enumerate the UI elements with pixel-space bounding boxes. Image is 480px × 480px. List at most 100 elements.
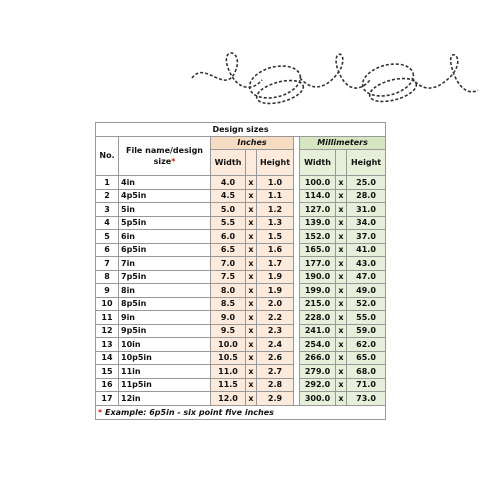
times: x <box>245 269 257 284</box>
mm-height: 59.0 <box>345 323 387 338</box>
table-row: 6 6p5in 6.5 x 1.6 165.0 x 41.0 <box>95 242 387 257</box>
inch-height: 1.3 <box>256 215 294 230</box>
row-number: 16 <box>95 377 119 392</box>
mm-height: 47.0 <box>345 269 387 284</box>
mm-width: 228.0 <box>299 310 336 325</box>
row-number: 3 <box>95 202 119 217</box>
header-x <box>335 149 347 176</box>
inch-width: 10.0 <box>210 337 246 352</box>
file-name: 7in <box>118 256 211 271</box>
times: x <box>335 215 347 230</box>
mm-height: 73.0 <box>345 391 387 406</box>
file-name: 12in <box>118 391 211 406</box>
table-row: * Example: 6p5in - six point five inches <box>94 404 387 420</box>
times: x <box>335 269 347 284</box>
table-title: Design sizes <box>94 122 387 137</box>
mm-height: 65.0 <box>345 350 387 365</box>
mm-height: 71.0 <box>345 377 387 392</box>
mm-height: 37.0 <box>345 229 387 244</box>
inch-width: 4.5 <box>210 188 246 203</box>
times: x <box>335 229 347 244</box>
inch-height: 1.2 <box>256 202 294 217</box>
file-name: 8in <box>118 283 211 298</box>
row-number: 17 <box>95 391 119 406</box>
inch-height: 1.9 <box>256 269 294 284</box>
inch-height: 1.1 <box>256 188 294 203</box>
table-row: 16 11p5in 11.5 x 2.8 292.0 x 71.0 <box>95 377 387 392</box>
row-number: 1 <box>95 175 119 190</box>
file-name: 5p5in <box>118 215 211 230</box>
times: x <box>245 337 257 352</box>
times: x <box>245 215 257 230</box>
inch-width: 9.0 <box>210 310 246 325</box>
times: x <box>245 296 257 311</box>
inch-height: 2.7 <box>256 364 294 379</box>
mm-height: 43.0 <box>345 256 387 271</box>
times: x <box>245 188 257 203</box>
table-row: No. File name/design size* Inches Millimete… <box>95 135 387 176</box>
mm-height: 49.0 <box>345 283 387 298</box>
header-height: Height <box>256 149 294 176</box>
row-number: 4 <box>95 215 119 230</box>
times: x <box>245 242 257 257</box>
row-number: 2 <box>95 188 119 203</box>
table-row: 5 6in 6.0 x 1.5 152.0 x 37.0 <box>95 229 387 244</box>
table-row: 8 7p5in 7.5 x 1.9 190.0 x 47.0 <box>95 269 387 284</box>
mm-height: 68.0 <box>345 364 387 379</box>
row-number: 10 <box>95 296 119 311</box>
times: x <box>335 175 347 190</box>
table-row: 14 10p5in 10.5 x 2.6 266.0 x 65.0 <box>95 350 387 365</box>
table-row: 15 11in 11.0 x 2.7 279.0 x 68.0 <box>95 364 387 379</box>
times: x <box>335 391 347 406</box>
mm-width: 127.0 <box>299 202 336 217</box>
mm-width: 190.0 <box>299 269 336 284</box>
mm-height: 41.0 <box>345 242 387 257</box>
stitch-line <box>191 52 479 105</box>
file-name: 4p5in <box>118 188 211 203</box>
inch-width: 9.5 <box>210 323 246 338</box>
times: x <box>245 202 257 217</box>
mm-height: 25.0 <box>345 175 387 190</box>
table-row: 12 9p5in 9.5 x 2.3 241.0 x 59.0 <box>95 323 387 338</box>
mm-height: 55.0 <box>345 310 387 325</box>
mm-width: 254.0 <box>299 337 336 352</box>
inch-height: 2.0 <box>256 296 294 311</box>
inch-height: 2.4 <box>256 337 294 352</box>
mm-width: 152.0 <box>299 229 336 244</box>
inch-width: 5.5 <box>210 215 246 230</box>
file-name: 8p5in <box>118 296 211 311</box>
times: x <box>245 175 257 190</box>
table-row: Width Height Width Height <box>96 149 387 176</box>
header-x <box>245 149 257 176</box>
times: x <box>335 202 347 217</box>
inch-height: 1.6 <box>256 242 294 257</box>
mm-width: 199.0 <box>299 283 336 298</box>
times: x <box>245 364 257 379</box>
times: x <box>335 256 347 271</box>
inch-height: 2.3 <box>256 323 294 338</box>
inch-width: 12.0 <box>210 391 246 406</box>
design-sizes-table: Design sizes No. File name/design size* Inc… <box>94 122 387 420</box>
row-number: 5 <box>95 229 119 244</box>
times: x <box>245 377 257 392</box>
inch-width: 10.5 <box>210 350 246 365</box>
table-row: 9 8in 8.0 x 1.9 199.0 x 49.0 <box>95 283 387 298</box>
file-name: 6p5in <box>118 242 211 257</box>
mm-width: 100.0 <box>299 175 336 190</box>
times: x <box>245 350 257 365</box>
table-row: 10 8p5in 8.5 x 2.0 215.0 x 52.0 <box>95 296 387 311</box>
footnote-text: Example: 6p5in - six point five inches <box>104 407 274 417</box>
mm-width: 300.0 <box>299 391 336 406</box>
footnote: * Example: 6p5in - six point five inches <box>94 404 387 420</box>
row-number: 8 <box>95 269 119 284</box>
inch-height: 2.9 <box>256 391 294 406</box>
row-number: 12 <box>95 323 119 338</box>
row-number: 13 <box>95 337 119 352</box>
table-row: 13 10in 10.0 x 2.4 254.0 x 62.0 <box>95 337 387 352</box>
table-row: 11 9in 9.0 x 2.2 228.0 x 55.0 <box>95 310 387 325</box>
times: x <box>335 242 347 257</box>
inch-width: 7.0 <box>210 256 246 271</box>
embroidery-decoration <box>191 52 479 105</box>
file-name: 6in <box>118 229 211 244</box>
mm-height: 34.0 <box>345 215 387 230</box>
